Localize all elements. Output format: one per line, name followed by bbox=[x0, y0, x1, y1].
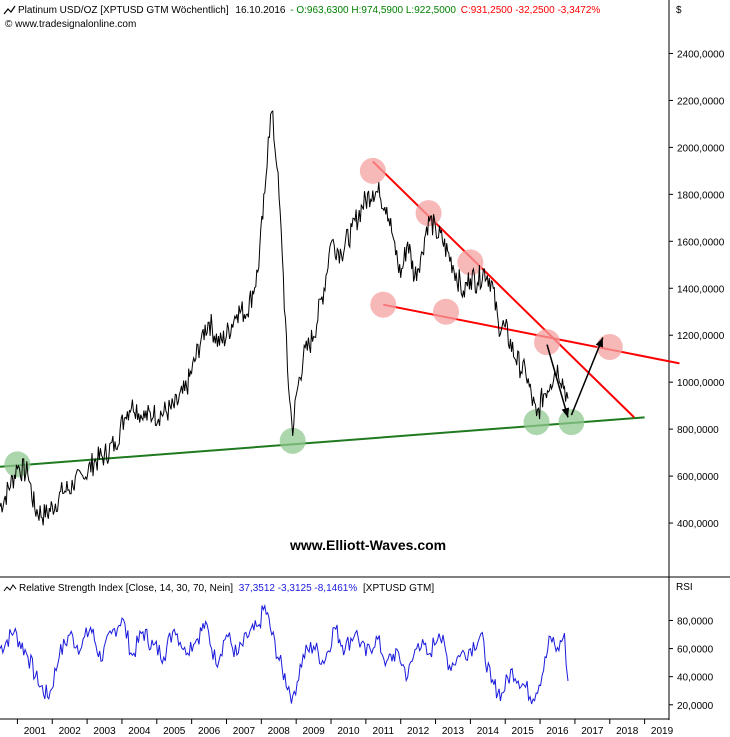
price-y-tick-label: 1400,0000 bbox=[677, 284, 725, 295]
resistance-line-lower bbox=[383, 303, 680, 365]
x-tick-label: 2004 bbox=[128, 726, 151, 737]
forecast-arrow bbox=[570, 337, 604, 416]
price-line bbox=[0, 110, 569, 526]
price-panel: 400,0000 600,0000 800,0000 1000,0000 1200,00… bbox=[0, 0, 730, 720]
rsi-y-tick-label: 20,0000 bbox=[677, 701, 714, 712]
x-tick-label: 2002 bbox=[59, 726, 82, 737]
high-pivot-marker bbox=[596, 333, 623, 360]
currency-label: $ bbox=[676, 5, 682, 16]
price-y-tick-label: 2400,0000 bbox=[677, 49, 725, 60]
x-tick-label: 2005 bbox=[163, 726, 186, 737]
x-tick-label: 2016 bbox=[546, 726, 569, 737]
x-tick-label: 2009 bbox=[302, 726, 325, 737]
resistance-line-upper bbox=[372, 160, 635, 419]
price-y-tick-label: 2200,0000 bbox=[677, 96, 725, 107]
x-axis: 2001 2002 2003 2004 2005 2006 2007 2008 2009 2010… bbox=[0, 718, 674, 737]
svg-text:Platinum USD/OZ [XPTUSD GTM W: Platinum USD/OZ [XPTUSD GTM Wöchentlich]… bbox=[18, 5, 600, 16]
rsi-y-tick-label: 80,0000 bbox=[677, 616, 714, 627]
price-y-tick-label: 400,0000 bbox=[677, 519, 719, 530]
price-y-tick-label: 1200,0000 bbox=[677, 331, 725, 342]
x-tick-label: 2015 bbox=[512, 726, 535, 737]
high-pivot-marker bbox=[433, 298, 459, 325]
date-label: 16.10.2016 bbox=[235, 5, 285, 16]
x-tick-label: 2011 bbox=[373, 726, 395, 737]
rsi-legend-icon bbox=[3, 584, 17, 592]
high-pivot-marker bbox=[370, 291, 397, 318]
legend-icon bbox=[3, 5, 16, 15]
high-pivot-marker bbox=[534, 329, 561, 356]
price-y-tick-label: 1600,0000 bbox=[677, 237, 725, 248]
high-pivot-marker bbox=[359, 157, 386, 184]
forecast-arrow-head bbox=[595, 337, 603, 348]
forecast-arrow bbox=[546, 344, 569, 418]
instrument-label: Platinum USD/OZ [XPTUSD GTM Wöchentlich] bbox=[18, 5, 229, 16]
price-y-tick-label: 2000,0000 bbox=[677, 143, 725, 154]
pivot-markers bbox=[4, 157, 623, 478]
low-pivot-marker bbox=[523, 409, 550, 436]
x-tick-label: 2010 bbox=[337, 726, 360, 737]
x-tick-label: 2013 bbox=[442, 726, 465, 737]
low-pivot-marker bbox=[558, 409, 585, 436]
low-pivot-marker bbox=[279, 427, 306, 454]
rsi-y-tick-label: 40,0000 bbox=[677, 673, 714, 684]
x-tick-label: 2014 bbox=[477, 726, 500, 737]
rsi-axis-label: RSI bbox=[676, 582, 693, 593]
x-tick-label: 2007 bbox=[233, 726, 256, 737]
x-tick-label: 2018 bbox=[616, 726, 639, 737]
close-change-label: C:931,2500 -32,2500 -3,3472% bbox=[461, 5, 601, 16]
high-pivot-marker bbox=[457, 249, 484, 276]
x-tick-label: 2019 bbox=[651, 726, 674, 737]
watermark: www.Elliott-Waves.com bbox=[289, 537, 446, 553]
rsi-instrument: [XPTUSD GTM] bbox=[363, 583, 434, 594]
price-y-tick-label: 800,0000 bbox=[677, 425, 719, 436]
x-tick-label: 2012 bbox=[407, 726, 430, 737]
x-tick-label: 2006 bbox=[198, 726, 221, 737]
rsi-y-tick-label: 60,0000 bbox=[677, 645, 714, 656]
x-tick-label: 2001 bbox=[24, 726, 47, 737]
svg-text:Relative Strength Index [Close: Relative Strength Index [Close, 14, 30, … bbox=[19, 583, 434, 594]
price-y-tick-label: 600,0000 bbox=[677, 472, 719, 483]
rsi-y-ticks: 20,0000 40,0000 60,0000 80,0000 bbox=[669, 616, 714, 712]
price-y-ticks: 400,0000 600,0000 800,0000 1000,0000 1200,00… bbox=[669, 49, 725, 530]
x-tick-label: 2003 bbox=[93, 726, 116, 737]
ohl-label: - O:963,6300 H:974,5900 L:922,5000 bbox=[290, 5, 456, 16]
rsi-panel: Relative Strength Index [Close, 14, 30, … bbox=[0, 582, 714, 712]
rsi-line bbox=[0, 603, 569, 705]
chart-header: Platinum USD/OZ [XPTUSD GTM Wöchentlich]… bbox=[3, 5, 682, 30]
rsi-label: Relative Strength Index [Close, 14, 30, … bbox=[19, 583, 233, 594]
rsi-values: 37,3512 -3,3125 -8,1461% bbox=[239, 583, 358, 594]
price-y-tick-label: 1800,0000 bbox=[677, 190, 725, 201]
price-y-tick-label: 1000,0000 bbox=[677, 378, 725, 389]
x-ticks: 2001 2002 2003 2004 2005 2006 2007 2008 2009 2010… bbox=[16, 719, 674, 737]
high-pivot-marker bbox=[415, 200, 442, 227]
x-tick-label: 2008 bbox=[268, 726, 291, 737]
forecast-arrow-head bbox=[561, 407, 570, 418]
forecast-arrows bbox=[546, 337, 604, 418]
source-label: © www.tradesignalonline.com bbox=[5, 19, 136, 30]
x-tick-label: 2017 bbox=[581, 726, 604, 737]
